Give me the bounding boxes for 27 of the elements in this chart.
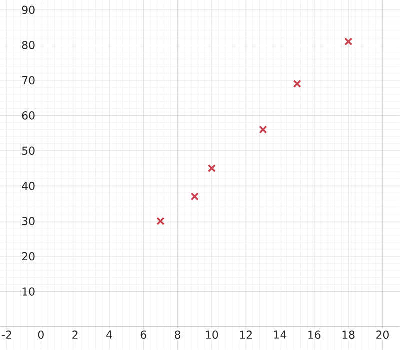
y-tick-label: 60 — [22, 112, 35, 120]
y-tick-label: 70 — [22, 76, 35, 85]
y-tick-label: 30 — [22, 217, 35, 226]
y-tick-label: 50 — [22, 146, 35, 156]
x-tick-label: 16 — [308, 330, 321, 340]
x-tick-label: 20 — [376, 330, 389, 340]
y-tick-label: 10 — [22, 288, 35, 296]
x-tick-label: 0 — [38, 330, 44, 340]
x-tick-label: 6 — [140, 330, 146, 340]
x-tick-label: 18 — [342, 330, 355, 340]
y-tick-label: 80 — [22, 41, 35, 50]
y-tick-label: 90 — [22, 6, 35, 14]
point — [344, 38, 353, 46]
point — [190, 192, 199, 201]
y-tick-label: 20 — [22, 252, 35, 261]
x-tick-label: 12 — [240, 330, 252, 339]
point — [156, 217, 165, 226]
point — [208, 164, 216, 173]
x-tick-label: 2 — [72, 330, 78, 339]
x-tick-label: 8 — [175, 330, 181, 340]
x-tick-label: 4 — [106, 330, 112, 339]
x-tick-label: 10 — [206, 330, 218, 340]
x-tick-label: 14 — [274, 330, 287, 339]
point — [293, 80, 302, 88]
y-tick-label: 40 — [22, 182, 35, 190]
point — [259, 126, 268, 134]
x-tick-label: -2 — [2, 330, 12, 339]
